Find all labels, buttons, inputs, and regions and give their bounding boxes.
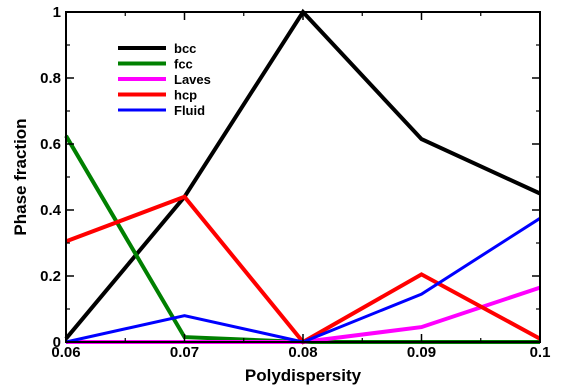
y-tick-label: 0.4 [40,202,62,219]
y-tick-label: 0.2 [40,268,61,285]
legend-label-bcc: bcc [174,41,196,56]
x-tick-label: 0.06 [51,344,80,361]
legend-label-laves: Laves [174,72,211,87]
series-line-laves [66,285,541,344]
x-axis-title: Polydispersity [245,366,362,385]
x-tick-label: 0.1 [530,344,551,361]
y-axis-title: Phase fraction [11,118,30,235]
legend-label-fcc: fcc [174,57,193,72]
x-tick-label: 0.09 [407,344,436,361]
x-tick-label: 0.07 [170,344,199,361]
y-tick-label: 0 [53,334,61,351]
y-tick-label: 1 [53,4,61,21]
y-tick-label: 0.6 [40,136,61,153]
series-line-bcc [64,8,541,340]
x-tick-label: 0.08 [288,344,317,361]
series-line-hcp [65,194,541,345]
axis-ticks: 0.06 0.07 0.08 0.09 0.1 0 0.2 0.4 0.6 0.8 1 [40,4,550,361]
series-line-fluid [65,217,541,344]
legend-label-hcp: hcp [174,88,197,103]
legend-label-fluid: Fluid [174,103,205,118]
y-tick-label: 0.8 [40,70,61,87]
